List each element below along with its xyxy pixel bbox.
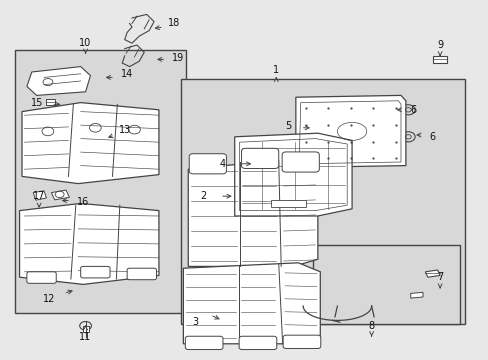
Text: 18: 18 — [167, 18, 180, 28]
Text: 2: 2 — [200, 191, 205, 201]
Text: 6: 6 — [429, 132, 435, 142]
Bar — [46, 99, 55, 105]
Polygon shape — [432, 56, 447, 63]
Text: 1: 1 — [273, 65, 279, 75]
FancyBboxPatch shape — [81, 266, 110, 278]
Polygon shape — [20, 203, 159, 284]
FancyBboxPatch shape — [189, 154, 226, 174]
FancyBboxPatch shape — [127, 268, 156, 280]
FancyBboxPatch shape — [283, 335, 320, 348]
Text: 6: 6 — [409, 105, 415, 115]
Polygon shape — [295, 95, 405, 167]
FancyBboxPatch shape — [239, 336, 276, 350]
Polygon shape — [410, 292, 422, 298]
Bar — [271, 200, 305, 207]
Text: 3: 3 — [192, 317, 198, 327]
Text: 4: 4 — [219, 159, 225, 169]
Polygon shape — [27, 67, 90, 95]
Text: 13: 13 — [118, 125, 131, 135]
Text: 19: 19 — [172, 53, 184, 63]
Text: 5: 5 — [285, 121, 291, 131]
FancyBboxPatch shape — [282, 152, 319, 172]
Text: 15: 15 — [30, 98, 43, 108]
Polygon shape — [33, 191, 46, 200]
Text: 16: 16 — [77, 197, 89, 207]
Polygon shape — [51, 190, 69, 200]
Bar — [82, 326, 88, 332]
Polygon shape — [183, 263, 320, 344]
Text: 17: 17 — [33, 191, 45, 201]
Text: 9: 9 — [436, 40, 442, 50]
FancyBboxPatch shape — [185, 336, 223, 350]
Text: 12: 12 — [42, 294, 55, 304]
Polygon shape — [22, 103, 159, 184]
Polygon shape — [234, 133, 351, 216]
Text: 11: 11 — [79, 332, 92, 342]
Text: 8: 8 — [368, 321, 374, 331]
Polygon shape — [188, 158, 317, 266]
Bar — [15, 50, 185, 313]
FancyBboxPatch shape — [241, 148, 278, 168]
Bar — [312, 245, 459, 324]
FancyBboxPatch shape — [27, 272, 56, 283]
Text: 14: 14 — [121, 69, 133, 79]
Polygon shape — [425, 270, 439, 277]
Text: 7: 7 — [436, 272, 442, 282]
Bar — [181, 79, 464, 324]
Text: 10: 10 — [79, 38, 92, 48]
